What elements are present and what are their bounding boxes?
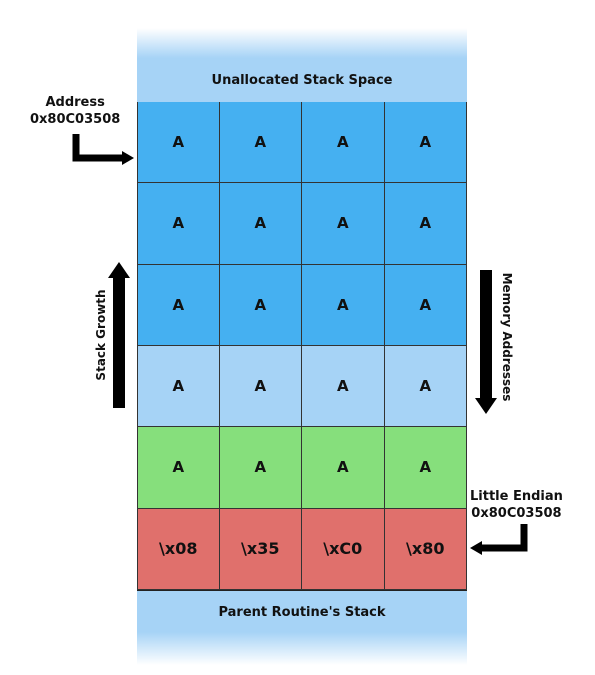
address-label: Address 0x80C03508 bbox=[30, 94, 120, 128]
stack-fade-bottom bbox=[137, 632, 467, 665]
stack-fade-top bbox=[137, 28, 467, 58]
stack-cell: A bbox=[302, 346, 385, 428]
stack-cell: A bbox=[219, 427, 302, 509]
stack-cell: A bbox=[302, 264, 385, 346]
little-endian-label-value: 0x80C03508 bbox=[471, 506, 562, 521]
parent-routine-stack-band: Parent Routine's Stack bbox=[137, 590, 467, 633]
stack-cell: \x35 bbox=[219, 508, 302, 590]
stack-cell: A bbox=[384, 183, 467, 265]
stack-cell: A bbox=[137, 427, 220, 509]
stack-cell: A bbox=[384, 427, 467, 509]
stack-cell: A bbox=[302, 427, 385, 509]
stack-cell-grid: A A A A A A A A A A A A A A A A A A A A \x08 \x35 \xC0 \x80 bbox=[137, 102, 467, 590]
address-label-value: 0x80C03508 bbox=[30, 112, 121, 127]
stack-cell: \xC0 bbox=[302, 508, 385, 590]
memory-addresses-label: Memory Addresses bbox=[500, 272, 514, 402]
stack-cell: A bbox=[137, 264, 220, 346]
stack-cell: A bbox=[302, 183, 385, 265]
stack-cell: A bbox=[302, 102, 385, 184]
stack-cell: A bbox=[219, 102, 302, 184]
stack-cell: A bbox=[384, 102, 467, 184]
unallocated-stack-space-band: Unallocated Stack Space bbox=[137, 58, 467, 103]
stack-cell: A bbox=[219, 264, 302, 346]
stack-cell: A bbox=[219, 183, 302, 265]
stack-cell: A bbox=[219, 346, 302, 428]
little-endian-pointer-arrow bbox=[470, 524, 528, 555]
stack-cell: \x80 bbox=[384, 508, 467, 590]
stack-cell: A bbox=[137, 346, 220, 428]
stack-cell: A bbox=[384, 346, 467, 428]
stack-cell: A bbox=[137, 102, 220, 184]
memory-addresses-arrow-icon bbox=[475, 270, 497, 414]
stack-growth-arrow-icon bbox=[108, 262, 130, 408]
address-pointer-arrow bbox=[72, 134, 134, 165]
stack-growth-label: Stack Growth bbox=[94, 289, 108, 381]
little-endian-label-title: Little Endian bbox=[470, 489, 563, 504]
stack-cell: A bbox=[384, 264, 467, 346]
little-endian-label: Little Endian 0x80C03508 bbox=[470, 488, 563, 522]
stack-cell: A bbox=[137, 183, 220, 265]
stack-cell: \x08 bbox=[137, 508, 220, 590]
address-label-title: Address bbox=[45, 95, 105, 110]
